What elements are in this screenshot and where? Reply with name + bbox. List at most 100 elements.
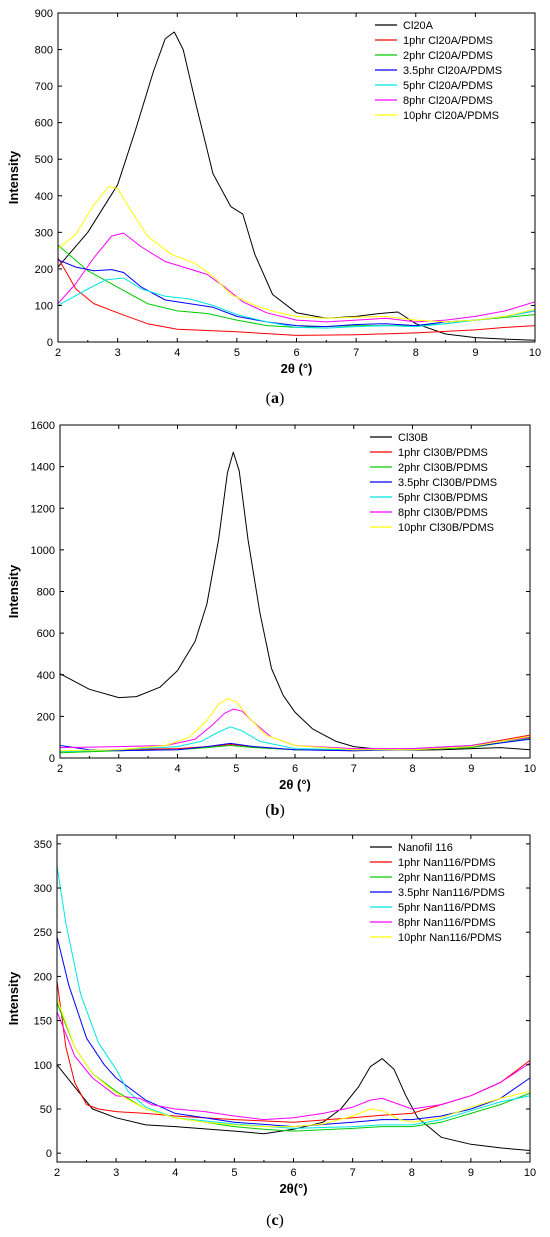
y-tick-label: 200	[34, 971, 52, 983]
x-tick-label: 7	[351, 763, 357, 775]
series-line-4	[56, 865, 531, 1129]
y-tick-label: 100	[35, 300, 53, 312]
y-tick-label: 1400	[31, 462, 55, 474]
x-tick-label: 2	[55, 347, 61, 359]
y-tick-label: 100	[34, 1060, 52, 1072]
plot-frame	[59, 424, 531, 759]
legend-label-5: 8phr Cl20A/PDMS	[403, 95, 493, 107]
y-tick-label: 250	[34, 927, 52, 939]
legend-label-3: 3.5phr Cl30B/PDMS	[398, 477, 497, 489]
x-tick-label: 2	[54, 1167, 60, 1179]
y-tick-label: 50	[40, 1104, 52, 1116]
legend-label-2: 2phr Cl20A/PDMS	[403, 50, 493, 62]
y-tick-label: 350	[34, 839, 52, 851]
chart-panel-b: 2 3 4 5 6 7 8 9 10 0 200 400 600 800 1000 1200 1400 1600 2…	[0, 412, 550, 824]
y-tick-label: 200	[37, 711, 55, 723]
x-tick-label: 5	[234, 347, 240, 359]
y-tick-label: 200	[35, 264, 53, 276]
legend-label-2: 2phr Nan116/PDMS	[398, 872, 496, 884]
legend: Nanofil 116 1phr Nan116/PDMS 2phr Nan116/P…	[370, 842, 505, 944]
x-tick-label: 7	[353, 347, 359, 359]
y-axis-title: Intensity	[6, 971, 21, 1025]
y-tick-label: 150	[34, 1016, 52, 1028]
y-tick-label: 1600	[31, 420, 55, 432]
legend-label-4: 5phr Cl30B/PDMS	[398, 492, 488, 504]
x-tick-label: 9	[468, 1167, 474, 1179]
series-line-2	[57, 244, 536, 328]
caption-b: (b)	[265, 802, 285, 819]
y-tick-label: 500	[35, 154, 53, 166]
caption-c: (c)	[266, 1212, 284, 1229]
x-tick-label: 3	[116, 763, 122, 775]
series-line-3	[57, 259, 536, 328]
y-tick-label: 400	[35, 191, 53, 203]
y-tick-label: 0	[47, 337, 53, 349]
chart-panel-c: 2 3 4 5 6 7 8 9 10 0 50 100 150 200 250 300 350 2θ(°) Inte…	[0, 824, 550, 1237]
y-tick-label: 600	[37, 628, 55, 640]
x-tick-label: 5	[231, 1167, 237, 1179]
x-axis-title: 2θ(°)	[279, 1181, 307, 1196]
y-tick-label: 0	[49, 753, 55, 765]
legend-label-3: 3.5phr Cl20A/PDMS	[403, 65, 502, 77]
y-tick-label: 1000	[31, 545, 55, 557]
plot-frame	[57, 12, 536, 343]
x-tick-label: 8	[409, 1167, 415, 1179]
series-line-2	[56, 1002, 531, 1132]
series-line-6	[56, 998, 531, 1128]
x-tick-label: 6	[293, 347, 299, 359]
series-lines	[56, 865, 531, 1151]
series-line-6	[59, 698, 531, 752]
y-tick-label: 700	[35, 81, 53, 93]
y-tick-label: 400	[37, 670, 55, 682]
x-tick-label: 2	[57, 763, 63, 775]
series-line-5	[59, 708, 531, 750]
y-tick-label: 800	[35, 45, 53, 57]
legend-label-0: Cl30B	[398, 432, 428, 444]
y-tick-label: 1200	[31, 503, 55, 515]
y-tick-label: 600	[35, 118, 53, 130]
legend-label-6: 10phr Cl20A/PDMS	[403, 110, 499, 122]
series-lines	[59, 451, 531, 754]
x-tick-label: 3	[115, 347, 121, 359]
caption-a: (a)	[265, 390, 285, 407]
legend-label-0: Cl20A	[403, 20, 434, 32]
y-tick-label: 300	[34, 883, 52, 895]
x-tick-label: 5	[233, 763, 239, 775]
legend-label-2: 2phr Cl30B/PDMS	[398, 462, 488, 474]
y-tick-label: 800	[37, 587, 55, 599]
x-tick-label: 8	[413, 347, 419, 359]
series-line-4	[57, 277, 536, 329]
legend-label-5: 8phr Nan116/PDMS	[398, 917, 496, 929]
y-axis-title: Intensity	[6, 564, 21, 618]
legend-label-3: 3.5phr Nan116/PDMS	[398, 887, 505, 899]
legend-label-1: 1phr Cl20A/PDMS	[403, 35, 493, 47]
x-tick-label: 4	[172, 1167, 178, 1179]
x-tick-label: 10	[524, 763, 536, 775]
legend-label-0: Nanofil 116	[398, 842, 453, 854]
legend-label-6: 10phr Cl30B/PDMS	[398, 522, 494, 534]
y-tick-label: 0	[46, 1148, 52, 1160]
series-line-6	[57, 186, 536, 323]
x-tick-label: 9	[468, 763, 474, 775]
legend-label-1: 1phr Cl30B/PDMS	[398, 447, 488, 459]
legend-label-6: 10phr Nan116/PDMS	[398, 932, 502, 944]
x-tick-label: 7	[350, 1167, 356, 1179]
legend: Cl30B 1phr Cl30B/PDMS 2phr Cl30B/PDMS 3.5ph…	[370, 432, 497, 534]
x-tick-label: 4	[174, 763, 180, 775]
legend-label-4: 5phr Cl20A/PDMS	[403, 80, 493, 92]
x-tick-label: 3	[113, 1167, 119, 1179]
legend-label-4: 5phr Nan116/PDMS	[398, 902, 496, 914]
x-tick-label: 10	[524, 1167, 536, 1179]
y-tick-label: 900	[35, 8, 53, 20]
x-axis-title: 2θ (°)	[279, 777, 311, 792]
chart-b-svg: 2 3 4 5 6 7 8 9 10 0 200 400 600 800 1000 1200 1400 1600 2…	[6, 420, 536, 792]
x-tick-label: 6	[290, 1167, 296, 1179]
x-tick-label: 8	[409, 763, 415, 775]
series-line-0	[56, 1058, 531, 1151]
series-line-1	[56, 980, 531, 1123]
series-line-1	[57, 257, 536, 336]
chart-c-svg: 2 3 4 5 6 7 8 9 100501001502002503003502θ(°)Inte…	[6, 834, 536, 1196]
chart-panel-a: 2 3 4 5 6 7 8 9 10 0 100 200 300 400 500 600 700 800 900 2θ…	[0, 0, 550, 412]
x-axis-title: 2θ (°)	[281, 361, 313, 376]
series-line-5	[56, 1011, 531, 1121]
